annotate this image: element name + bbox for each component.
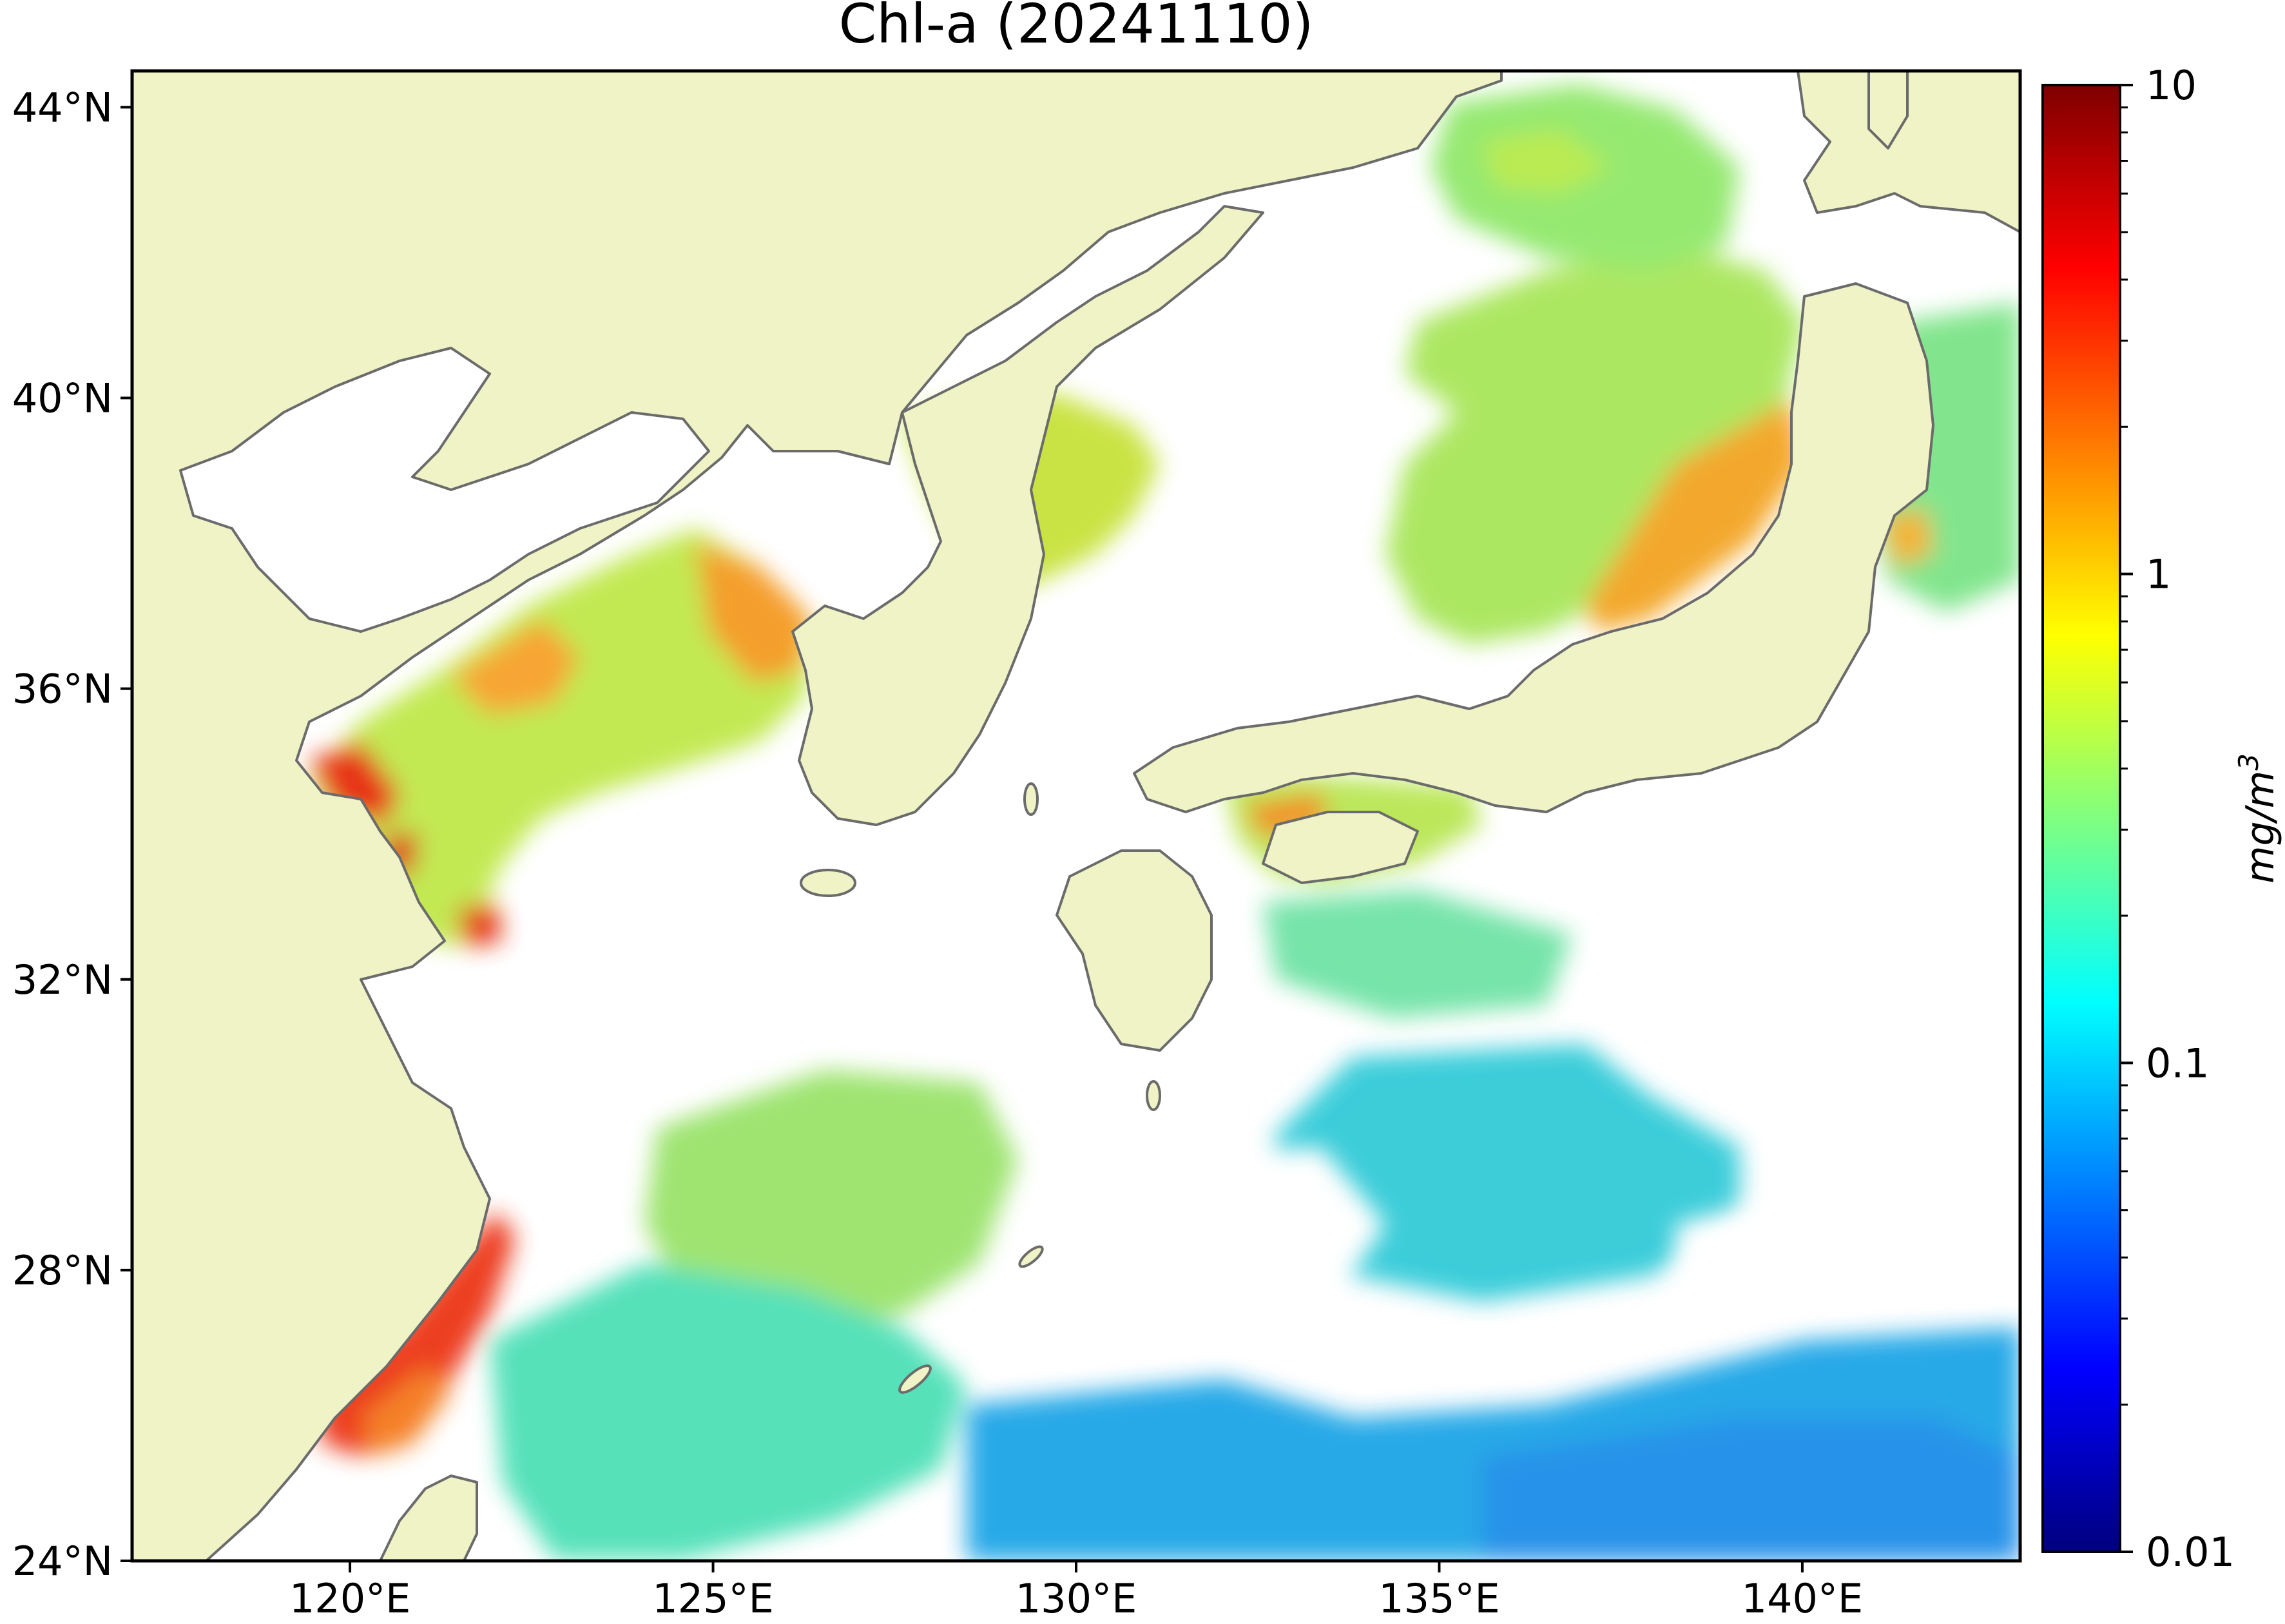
colorbar-gradient	[2041, 84, 2121, 1553]
land-layer	[132, 71, 2020, 1561]
kyushu	[1056, 849, 1213, 1052]
y-tick-label: 36°N	[12, 666, 113, 713]
colorbar-label: mg/m3	[2233, 753, 2283, 884]
x-tick-label: 125°E	[652, 1575, 774, 1622]
colorbar-tick-label: 0.01	[2146, 1529, 2235, 1576]
x-tick-label: 120°E	[289, 1575, 411, 1622]
bohai-sea	[179, 347, 710, 633]
longitude-axis: 120°E 125°E 130°E 135°E 140°E	[289, 1561, 1863, 1622]
y-tick-label: 32°N	[12, 956, 113, 1003]
y-tick-label: 44°N	[12, 84, 113, 131]
colorbar: 10 1 0.1 0.01 mg/m3	[2041, 62, 2283, 1576]
korean-peninsula	[791, 205, 1264, 826]
shikoku	[1262, 811, 1419, 884]
map-area	[132, 71, 2020, 1561]
colorbar-tick-label: 1	[2146, 551, 2171, 598]
colorbar-tick-label: 10	[2146, 62, 2197, 109]
honshu	[1133, 282, 1934, 813]
x-tick-label: 130°E	[1016, 1575, 1137, 1622]
ryukyu-island	[1018, 1245, 1044, 1268]
china-mainland	[132, 71, 1503, 1561]
hokkaido	[1797, 71, 2020, 233]
y-tick-label: 28°N	[12, 1247, 113, 1294]
sakhalin	[1867, 71, 1909, 150]
jeju-island	[800, 869, 856, 897]
tsushima-island	[1023, 782, 1039, 816]
y-tick-label: 40°N	[12, 375, 113, 422]
latitude-axis: 24°N 28°N 32°N 36°N 40°N 44°N	[12, 84, 132, 1585]
x-tick-label: 140°E	[1742, 1575, 1864, 1622]
map-title: Chl-a (20241110)	[839, 0, 1314, 55]
taiwan	[379, 1474, 478, 1561]
tanegashima-island	[1146, 1080, 1161, 1111]
x-tick-label: 135°E	[1378, 1575, 1500, 1622]
colorbar-tick-label: 0.1	[2146, 1039, 2210, 1087]
ryukyu-island	[898, 1364, 932, 1394]
y-tick-label: 24°N	[12, 1538, 113, 1585]
colorbar-ticks: 10 1 0.1 0.01	[2120, 62, 2235, 1576]
